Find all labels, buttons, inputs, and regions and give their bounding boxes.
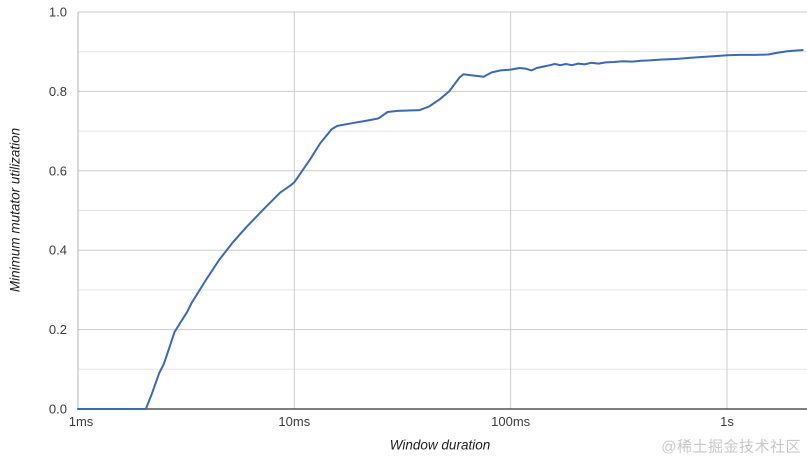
y-tick-label: 1.0: [49, 5, 67, 20]
y-tick-label: 0.8: [49, 84, 67, 99]
watermark: @稀土掘金技术社区: [661, 438, 801, 456]
x-axis-title: Window duration: [389, 437, 491, 453]
y-tick-label: 0.6: [49, 163, 67, 178]
x-tick-label: 100ms: [491, 414, 531, 429]
x-tick-label: 1ms: [69, 414, 94, 429]
mmu-line-series: [77, 49, 804, 410]
y-tick-label: 0.4: [49, 243, 67, 258]
x-tick-label: 10ms: [278, 414, 310, 429]
y-axis-title: Minimum mutator utilization: [7, 127, 23, 293]
y-tick-label: 0.2: [49, 322, 67, 337]
y-tick-label: 0.0: [49, 402, 67, 417]
x-tick-label: 1s: [720, 414, 734, 429]
